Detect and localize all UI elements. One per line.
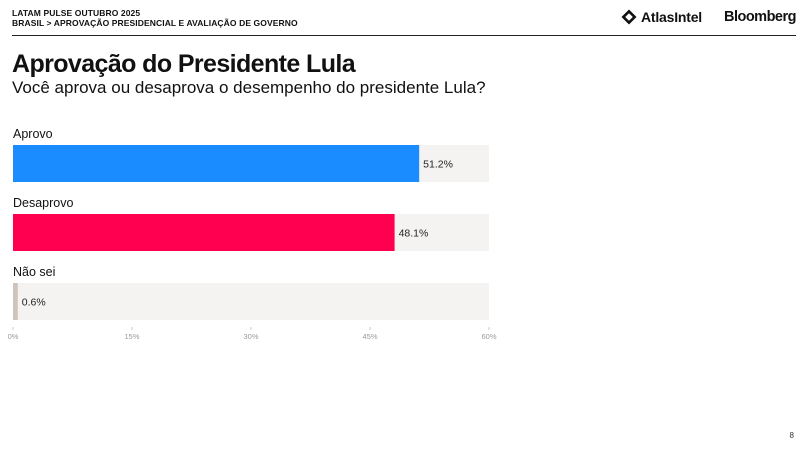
atlasintel-logo: AtlasIntel <box>621 9 702 25</box>
breadcrumb: BRASIL > APROVAÇÃO PRESIDENCIAL E AVALIA… <box>12 18 298 28</box>
header-divider <box>12 35 796 36</box>
x-tick-label: 30% <box>243 332 258 341</box>
bloomberg-logo: Bloomberg <box>723 9 797 25</box>
category-label: Desaprovo <box>13 196 73 210</box>
x-tick-label: 45% <box>362 332 377 341</box>
atlasintel-wordmark: AtlasIntel <box>640 9 702 25</box>
value-label: 51.2% <box>423 159 453 171</box>
page-number: 8 <box>789 431 794 440</box>
x-tick-label: 0% <box>8 332 19 341</box>
bar-track <box>13 283 489 320</box>
category-label: Aprovo <box>13 127 53 141</box>
atlasintel-diamond-icon <box>621 9 637 25</box>
page-subtitle: Você aprova ou desaprova o desempenho do… <box>12 78 486 97</box>
header-left: LATAM PULSE OUTUBRO 2025 BRASIL > APROVA… <box>12 8 298 29</box>
bar-2 <box>13 214 395 251</box>
value-label: 48.1% <box>399 228 429 240</box>
logos: AtlasIntel Bloomberg <box>621 8 797 26</box>
bar-1 <box>13 145 420 182</box>
x-tick-label: 15% <box>124 332 139 341</box>
category-label: Não sei <box>13 265 55 279</box>
x-tick-label: 60% <box>481 332 496 341</box>
page-title: Aprovação do Presidente Lula <box>12 50 356 78</box>
bar-3 <box>13 283 18 320</box>
survey-name: LATAM PULSE OUTUBRO 2025 <box>12 8 141 18</box>
value-label: 0.6% <box>22 297 46 309</box>
